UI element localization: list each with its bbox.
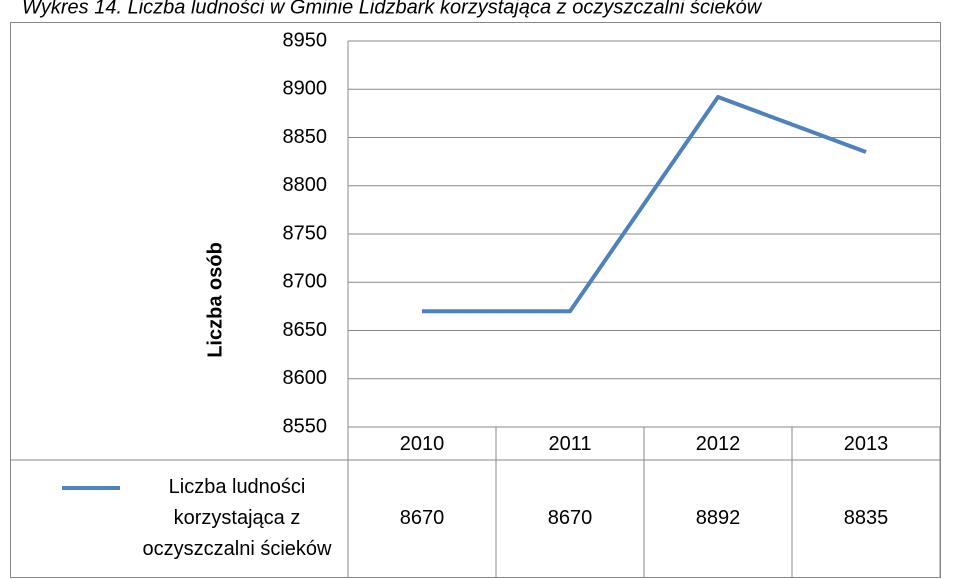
y-tick-label: 8800 [283, 174, 328, 196]
y-tick-label: 8900 [283, 78, 328, 100]
x-tick-label: 2011 [548, 433, 591, 455]
y-tick-label: 8850 [283, 126, 328, 148]
table-value: 8892 [696, 507, 741, 529]
x-tick-label: 2013 [844, 433, 889, 455]
y-tick-label: 8600 [283, 367, 328, 389]
x-tick-label: 2010 [400, 433, 445, 455]
y-tick-label: 8950 [283, 29, 328, 51]
y-tick-label: 8700 [283, 271, 328, 293]
chart-frame [10, 22, 941, 578]
y-tick-label: 8750 [283, 222, 328, 244]
chart-title: Wykres 14. Liczba ludności w Gminie Lidz… [22, 0, 763, 18]
table-value: 8670 [400, 507, 445, 529]
y-axis-label: Liczba osób [204, 242, 226, 358]
y-tick-label: 8650 [283, 319, 328, 341]
table-value: 8835 [844, 507, 889, 529]
y-tick-label: 8550 [283, 415, 328, 437]
legend-label: Liczba ludności korzystająca z oczyszcza… [142, 476, 332, 560]
table-value: 8670 [548, 507, 593, 529]
x-tick-label: 2012 [696, 433, 741, 455]
data-line [422, 94, 867, 314]
